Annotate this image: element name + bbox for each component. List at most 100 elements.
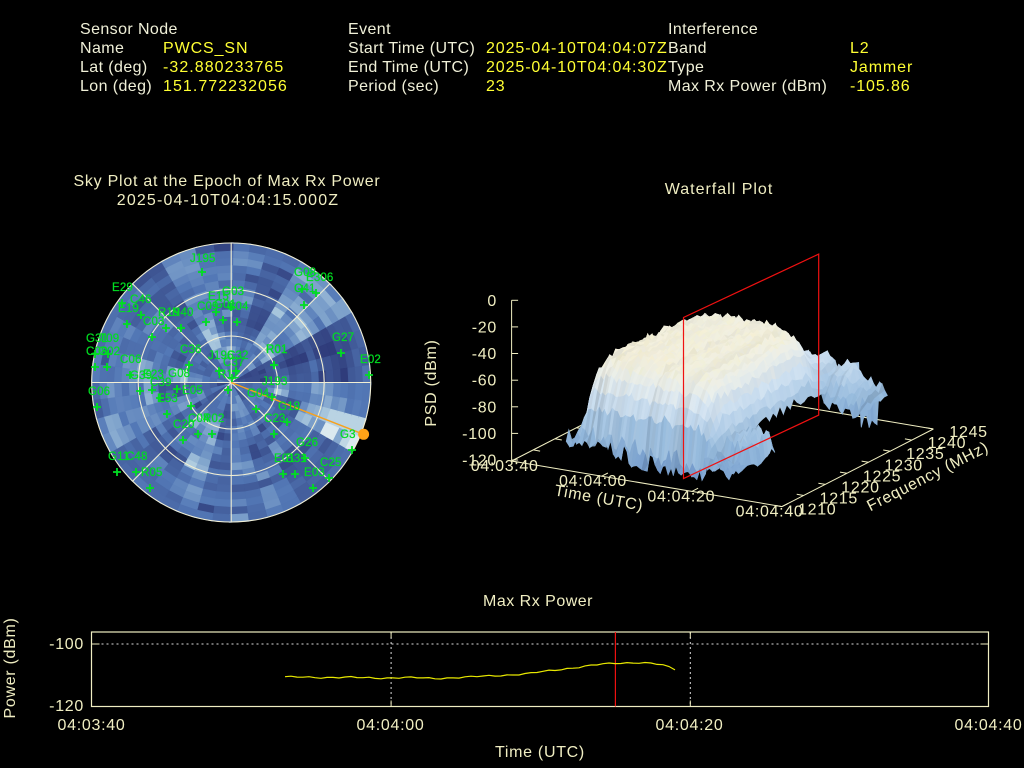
- svg-text:04:03:40: 04:03:40: [58, 717, 126, 734]
- svg-text:C23: C23: [264, 413, 286, 425]
- svg-text:Power (dBm): Power (dBm): [2, 617, 19, 718]
- svg-text:1245: 1245: [949, 424, 987, 441]
- svg-text:-20: -20: [472, 319, 497, 336]
- svg-text:C04: C04: [227, 301, 249, 313]
- svg-text:R01: R01: [266, 344, 288, 356]
- svg-text:C36: C36: [180, 344, 202, 356]
- svg-text:Name: Name: [80, 40, 124, 57]
- svg-text:L2: L2: [850, 40, 870, 57]
- svg-text:Sensor Node: Sensor Node: [80, 21, 178, 38]
- svg-text:Sky Plot at the Epoch of Max R: Sky Plot at the Epoch of Max Rx Power: [74, 173, 381, 190]
- svg-text:1210: 1210: [798, 502, 836, 519]
- svg-text:G08: G08: [294, 267, 316, 279]
- svg-text:Event: Event: [348, 21, 391, 38]
- svg-text:G26: G26: [296, 437, 318, 449]
- svg-text:E306: E306: [306, 272, 333, 284]
- svg-text:G01: G01: [214, 299, 236, 311]
- svg-text:C39: C39: [150, 377, 172, 389]
- svg-text:T09: T09: [99, 333, 119, 345]
- svg-text:E02: E02: [360, 354, 381, 366]
- svg-text:C46: C46: [130, 294, 152, 306]
- svg-text:R19: R19: [158, 307, 180, 319]
- svg-text:Lon (deg): Lon (deg): [80, 78, 152, 95]
- svg-text:1220: 1220: [841, 479, 879, 496]
- svg-text:151.772232056: 151.772232056: [163, 78, 288, 95]
- svg-text:2025-04-10T04:04:30Z: 2025-04-10T04:04:30Z: [486, 59, 668, 76]
- svg-text:C32: C32: [227, 350, 249, 362]
- svg-text:E01: E01: [274, 453, 295, 465]
- svg-text:C41: C41: [294, 283, 316, 295]
- svg-text:G31: G31: [86, 333, 108, 345]
- svg-text:N40: N40: [172, 307, 194, 319]
- svg-text:1235: 1235: [906, 446, 944, 463]
- svg-text:B31: B31: [286, 453, 307, 465]
- svg-text:G11: G11: [108, 451, 129, 463]
- svg-text:G3: G3: [340, 429, 356, 441]
- svg-text:Lat (deg): Lat (deg): [80, 59, 148, 76]
- svg-text:-120: -120: [49, 698, 84, 715]
- svg-text:C08: C08: [86, 346, 108, 358]
- svg-text:04:04:00: 04:04:00: [357, 717, 425, 734]
- svg-text:C20: C20: [173, 419, 195, 431]
- svg-text:04:04:40: 04:04:40: [955, 717, 1023, 734]
- svg-text:C04: C04: [188, 413, 210, 425]
- svg-text:G08: G08: [168, 368, 190, 380]
- svg-text:Jammer: Jammer: [850, 59, 913, 76]
- svg-text:G39: G39: [130, 370, 152, 382]
- svg-text:Interference: Interference: [668, 21, 758, 38]
- svg-text:R01: R01: [266, 344, 288, 356]
- svg-text:J193: J193: [262, 376, 288, 388]
- svg-text:-100: -100: [462, 426, 497, 443]
- svg-text:J195: J195: [190, 253, 216, 265]
- svg-text:E53: E53: [157, 393, 178, 405]
- svg-text:C48: C48: [126, 451, 148, 463]
- svg-text:PWCS_SN: PWCS_SN: [163, 40, 248, 57]
- svg-text:Start Time (UTC): Start Time (UTC): [348, 40, 475, 57]
- svg-text:E29: E29: [112, 282, 133, 294]
- svg-text:04:04:20: 04:04:20: [647, 488, 715, 505]
- svg-text:-80: -80: [472, 399, 497, 416]
- svg-text:R12: R12: [218, 369, 240, 381]
- svg-text:E19: E19: [118, 303, 139, 315]
- svg-text:0: 0: [487, 293, 497, 310]
- svg-text:-100: -100: [49, 636, 84, 653]
- svg-text:G02: G02: [98, 346, 120, 358]
- svg-text:G06: G06: [88, 386, 110, 398]
- svg-text:2025-04-10T04:04:15.000Z: 2025-04-10T04:04:15.000Z: [117, 192, 339, 209]
- svg-text:Band: Band: [668, 40, 707, 57]
- svg-text:2025-04-10T04:04:07Z: 2025-04-10T04:04:07Z: [486, 40, 668, 57]
- svg-text:C37: C37: [223, 357, 245, 369]
- svg-text:23: 23: [486, 78, 506, 95]
- svg-text:1215: 1215: [820, 491, 858, 508]
- svg-text:Max Rx Power: Max Rx Power: [483, 593, 593, 610]
- svg-text:Type: Type: [668, 59, 704, 76]
- svg-text:04:03:40: 04:03:40: [471, 458, 539, 475]
- svg-text:1225: 1225: [863, 468, 901, 485]
- svg-text:E15: E15: [208, 291, 229, 303]
- svg-text:Waterfall Plot: Waterfall Plot: [665, 181, 774, 198]
- svg-text:E05: E05: [182, 385, 203, 397]
- svg-text:-120: -120: [462, 453, 497, 470]
- svg-text:C09: C09: [197, 301, 219, 313]
- svg-text:G27: G27: [332, 332, 354, 344]
- svg-text:E03: E03: [304, 467, 325, 479]
- svg-text:-32.880233765: -32.880233765: [163, 59, 284, 76]
- svg-text:04:04:40: 04:04:40: [736, 504, 804, 521]
- svg-text:1240: 1240: [928, 435, 966, 452]
- svg-text:-60: -60: [472, 373, 497, 390]
- svg-text:-40: -40: [472, 346, 497, 363]
- svg-text:G04: G04: [247, 388, 270, 400]
- svg-text:04:04:20: 04:04:20: [656, 717, 724, 734]
- svg-text:C25: C25: [320, 457, 342, 469]
- svg-text:Time (UTC): Time (UTC): [495, 744, 585, 761]
- svg-text:J196: J196: [208, 350, 234, 362]
- svg-text:Max Rx Power (dBm): Max Rx Power (dBm): [668, 78, 827, 95]
- svg-text:R05: R05: [141, 467, 163, 479]
- svg-text:C03: C03: [143, 316, 165, 328]
- svg-text:PSD (dBm): PSD (dBm): [423, 339, 440, 426]
- svg-text:G03: G03: [222, 286, 244, 298]
- svg-text:Period (sec): Period (sec): [348, 78, 439, 95]
- svg-text:E23: E23: [143, 369, 164, 381]
- svg-text:-105.86: -105.86: [850, 78, 911, 95]
- svg-text:G18: G18: [278, 401, 300, 413]
